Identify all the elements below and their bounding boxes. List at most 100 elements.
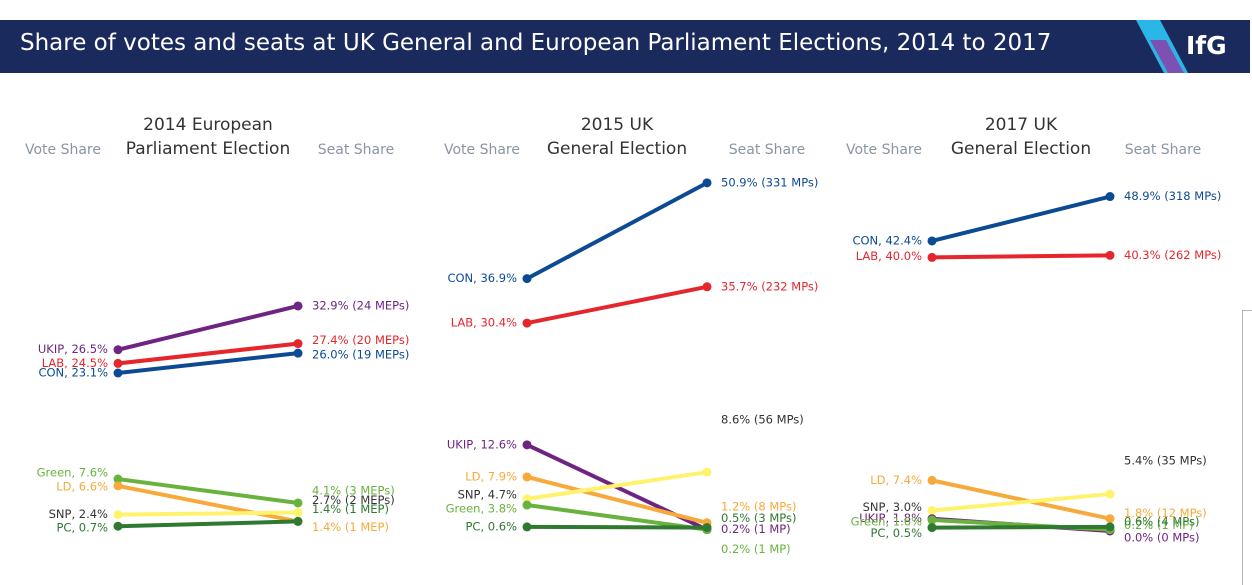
panel-1-pc-vote-point [113,521,123,531]
panel-3-lab-line [930,253,1112,260]
panel-2-con-vote-point [522,274,532,284]
panel-3-con-vote-label: CON, 42.4% [852,233,922,247]
panel-2-pc-line [525,524,709,530]
panel-1-ukip-vote-point [113,345,123,355]
panel-1-pc-vote-label: PC, 0.7% [57,521,109,535]
panel-2-ukip-vote-point [522,440,532,450]
panel-2-con-vote-label: CON, 36.9% [447,271,517,285]
panel-2-vote-share-heading: Vote Share [444,142,520,158]
panel-2-ld-vote-point [522,472,532,482]
panel-1-ukip-line [116,303,300,352]
panel-3-ld-seat-label: 1.8% (12 MPs) [1124,506,1207,520]
ifg-logo: IfG [1186,31,1227,60]
panel-3-seat-share-heading: Seat Share [1125,142,1201,158]
panel-2-snp-vote-point [522,494,532,504]
panel-2-snp-vote-label: SNP, 4.7% [458,487,517,501]
panel-2-ld-seat-label: 1.2% (8 MPs) [721,499,796,513]
panel-3-pc-seat-label: 0.6% (4 MPs) [1124,514,1199,528]
panel-1-lab-seat-label: 27.4% (20 MEPs) [312,333,409,347]
panel-3-snp-vote-label: SNP, 3.0% [863,500,922,514]
panel-3-lab-vote-label: LAB, 40.0% [856,249,922,263]
panel-3-con-seat-label: 48.9% (318 MPs) [1124,189,1221,203]
panel-1-pc-seat-label: 1.4% (1 MEP) [312,502,389,516]
panel-2-lab-line [525,284,709,326]
panel-1-seat-share-heading: Seat Share [318,142,394,158]
panel-3-green-vote-point [927,515,937,525]
panel-3-green-vote-label: Green, 1.6% [851,515,922,529]
panel-3-snp-seat-label: 5.4% (35 MPs) [1124,454,1207,468]
panel-2-green-vote-point [522,500,532,510]
panel-3-snp-line [930,492,1112,513]
panel-3-lab-vote-point [927,252,937,262]
panel-1-snp-seat-label: 2.7% (2 MEPs) [312,493,395,507]
panel-3-green-seat-label: 0.2% (1 MP) [1124,518,1194,532]
panel-3-snp-vote-point [927,505,937,515]
panel-1-con-seat-label: 26.0% (19 MEPs) [312,348,409,362]
panel-1-lab-vote-label: LAB, 24.5% [42,356,108,370]
panel-1-snp-seat-point [293,508,303,518]
logo-stripe-icon [1136,20,1188,73]
panel-3-ld-vote-label: LD, 7.4% [870,473,922,487]
panel-2-pc-vote-point [522,522,532,532]
panel-2-snp-line [525,470,709,501]
panel-1-ukip-vote-label: UKIP, 26.5% [38,342,108,356]
panel-2-ld-vote-label: LD, 7.9% [465,469,517,483]
panel-2-ld-line [525,474,709,525]
panel-3-vote-share-heading: Vote Share [846,142,922,158]
panel-2-seat-share-heading: Seat Share [729,142,805,158]
panel-2-pc-seat-point [702,523,712,533]
panel-3-con-vote-point [927,236,937,246]
title-bar: Share of votes and seats at UK General a… [0,20,1250,73]
panel-2-ukip-vote-label: UKIP, 12.6% [447,437,517,451]
panel-3-ld-vote-point [927,475,937,485]
panel-2-pc-seat-label: 0.5% (3 MPs) [721,511,796,525]
panel-2-title-line-1: 2015 UK [581,115,654,135]
panel-1-vote-share-heading: Vote Share [25,142,101,158]
panel-3-ld-line [930,478,1112,521]
panel-1-ld-vote-point [113,481,123,491]
panel-3-title-line-1: 2017 UK [985,115,1058,135]
panel-3-ukip-seat-label: 0.0% (0 MPs) [1124,531,1199,545]
panel-1-con-line [116,351,300,375]
scrollbar-edge [1242,310,1252,585]
panel-3-con-line [930,194,1112,243]
panel-1-title-line-1: 2014 European [143,115,273,135]
panel-2-title-line-2: General Election [547,139,687,159]
panel-2-green-seat-label: 0.2% (1 MP) [721,542,791,556]
panel-3-snp-seat-point [1105,489,1115,499]
panel-1-pc-seat-point [293,516,303,526]
panel-1-green-vote-label: Green, 7.6% [37,466,108,480]
panel-2-lab-vote-point [522,318,532,328]
panel-3-pc-line [930,524,1112,530]
panel-1-con-vote-label: CON, 23.1% [38,365,108,379]
panel-3-lab-seat-point [1105,250,1115,260]
panel-2-con-seat-label: 50.9% (331 MPs) [721,175,818,189]
panel-1-title-line-2: Parliament Election [126,139,290,159]
panel-1-ukip-seat-label: 32.9% (24 MEPs) [312,298,409,312]
panel-1-green-vote-point [113,474,123,484]
panel-2-con-line [525,180,709,281]
panel-1-ld-vote-label: LD, 6.6% [56,479,108,493]
panel-3-lab-seat-label: 40.3% (262 MPs) [1124,248,1221,262]
panel-1-snp-vote-label: SNP, 2.4% [49,507,108,521]
panel-1-con-vote-point [113,368,123,378]
panel-3-title-line-2: General Election [951,139,1091,159]
panel-1-lab-line [116,341,300,366]
panel-1-ld-line [116,483,300,524]
panel-3-pc-seat-point [1105,522,1115,532]
panel-3-con-seat-point [1105,192,1115,202]
panel-3-ukip-vote-label: UKIP, 1.8% [859,511,922,525]
chart-title: Share of votes and seats at UK General a… [20,30,1052,56]
panel-2-pc-vote-label: PC, 0.6% [466,519,518,533]
panel-1-ld-seat-label: 1.4% (1 MEP) [312,520,389,534]
panel-3-ld-seat-point [1105,514,1115,524]
panel-3-pc-vote-point [927,523,937,533]
panel-2-snp-seat-point [702,467,712,477]
panel-2-lab-seat-point [702,282,712,292]
panel-2-snp-seat-label: 8.6% (56 MPs) [721,413,804,427]
panel-2-con-seat-point [702,178,712,188]
panel-2-ukip-seat-label: 0.2% (1 MP) [721,522,791,536]
panel-1-con-seat-point [293,348,303,358]
panel-1-snp-line [116,510,300,517]
